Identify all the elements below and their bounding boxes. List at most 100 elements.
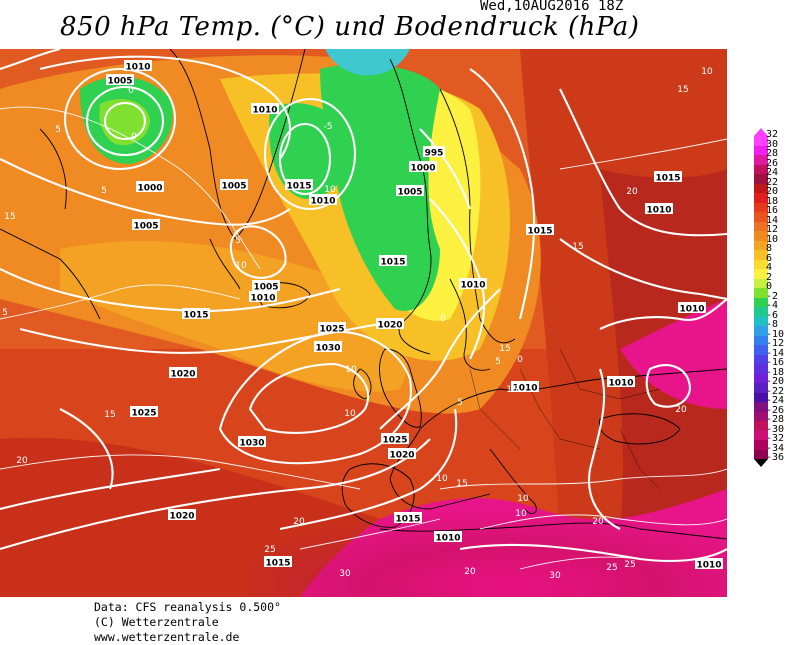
colorbar-label: -12 xyxy=(766,338,785,349)
isobar-label: 1005 xyxy=(107,77,132,87)
isobar-label-bg xyxy=(379,255,407,266)
isobar-label: 1025 xyxy=(319,325,344,335)
isobar-label-bg xyxy=(106,74,134,85)
temperature-colorbar xyxy=(754,128,768,467)
colorbar-label: -10 xyxy=(766,328,785,340)
isobar-label: 1020 xyxy=(389,451,414,461)
colorbar-swatch xyxy=(754,335,768,345)
datetime-label: Wed,10AUG2016 18Z xyxy=(480,0,624,14)
isobar-label: 1010 xyxy=(679,305,704,315)
colorbar-label: 26 xyxy=(766,157,779,169)
colorbar-label: 24 xyxy=(766,167,779,178)
colorbar-label: -2 xyxy=(766,290,779,302)
isobar-label: 1010 xyxy=(696,561,721,571)
temperature-contour-label: 20 xyxy=(675,405,687,415)
isobar-label-bg xyxy=(309,194,337,205)
temperature-contour-label: 15 xyxy=(499,344,510,354)
temperature-contour-label: 0 xyxy=(517,355,523,365)
isobar-label: 1000 xyxy=(410,164,435,174)
colorbar-swatch xyxy=(754,269,768,279)
isobar-label-bg xyxy=(526,224,554,235)
temperature-contour-label: 5 xyxy=(2,308,8,318)
isobar-label-bg xyxy=(182,308,210,319)
colorbar-swatch xyxy=(754,145,768,155)
colorbar-swatch xyxy=(754,212,768,222)
weather-map: 1010 1005 1000 1005 1010 1005 1015 1010 995 1000 1… xyxy=(0,49,727,597)
isobar-label: 1005 xyxy=(397,188,422,198)
temperature-contour-label: 20 xyxy=(293,517,305,527)
temperature-contour-label: 20 xyxy=(16,456,28,466)
temperature-contour-label: 5 xyxy=(457,398,463,408)
colorbar-bottom-arrow xyxy=(754,459,768,467)
colorbar-label: 12 xyxy=(766,224,779,235)
isobar-label: 1015 xyxy=(655,174,680,184)
isobar-label: 1010 xyxy=(460,281,485,291)
isobar-label: 1010 xyxy=(608,379,633,389)
isobar-label-bg xyxy=(511,381,539,392)
isobar-label-bg xyxy=(238,436,266,447)
colorbar-swatch xyxy=(754,307,768,317)
isobar-label-bg xyxy=(285,179,313,190)
colorbar-swatch xyxy=(754,174,768,184)
colorbar-label: -28 xyxy=(766,414,785,425)
temperature-contour-label: 15 xyxy=(456,479,467,489)
colorbar-swatch xyxy=(754,449,768,459)
colorbar-swatch xyxy=(754,221,768,231)
isobar-label-bg xyxy=(388,448,416,459)
temperature-contour-label: 10 xyxy=(235,261,247,271)
colorbar-swatch xyxy=(754,402,768,412)
colorbar-label: -24 xyxy=(766,395,785,406)
colorbar-swatch xyxy=(754,278,768,288)
colorbar-swatch xyxy=(754,250,768,260)
isobar-label-bg xyxy=(252,280,280,291)
isobar-label: 1015 xyxy=(527,227,552,237)
isobar-label: 1015 xyxy=(183,311,208,321)
isobar-label-bg xyxy=(654,171,682,182)
credits-data-source: Data: CFS reanalysis 0.500° xyxy=(94,600,281,614)
colorbar-label: -32 xyxy=(766,433,785,444)
isobar-label-bg xyxy=(130,406,158,417)
colorbar-label: 10 xyxy=(766,233,779,245)
isobar-label-bg xyxy=(314,341,342,352)
isobar-label-bg xyxy=(396,185,424,196)
temperature-contour-label: 30 xyxy=(339,569,351,579)
colorbar-label: 8 xyxy=(766,243,773,254)
isobar-label: 1005 xyxy=(253,283,278,293)
colorbar-swatch xyxy=(754,364,768,374)
colorbar-swatch xyxy=(754,231,768,241)
isobar-label: 1030 xyxy=(239,439,264,449)
colorbar-swatch xyxy=(754,164,768,174)
colorbar-label: 0 xyxy=(766,281,773,292)
colorbar-label: -22 xyxy=(766,385,785,397)
isobar-label: 1000 xyxy=(137,184,162,194)
isobar-label-bg xyxy=(423,146,445,157)
temperature-contour-label: 5 xyxy=(495,357,501,367)
colorbar-label: 16 xyxy=(766,205,779,216)
temperature-contour-label: 25 xyxy=(264,545,275,555)
temperature-contour-label: 10 xyxy=(324,185,336,195)
temperature-contour-label: 30 xyxy=(549,571,561,581)
isobar-label: 1020 xyxy=(377,321,402,331)
colorbar-swatch xyxy=(754,421,768,431)
isobar-label-bg xyxy=(381,433,409,444)
colorbar-label: 14 xyxy=(766,214,779,226)
temperature-contour-label: 5 xyxy=(235,236,241,246)
isobar-label-bg xyxy=(394,512,422,523)
temperature-contour-label: 10 xyxy=(345,365,357,375)
colorbar-swatch xyxy=(754,383,768,393)
colorbar-top-arrow xyxy=(754,128,768,136)
colorbar-label: -36 xyxy=(766,452,785,463)
temperature-contour-label: 15 xyxy=(506,385,517,395)
temperature-contour-label: 20 xyxy=(592,517,604,527)
isobar-label: 1030 xyxy=(315,344,340,354)
isobar-label: 1010 xyxy=(252,106,277,116)
isobar-label: 1010 xyxy=(125,63,150,73)
colorbar-swatch xyxy=(754,297,768,307)
isobar-label: 1025 xyxy=(131,409,156,419)
isobar-label: 1015 xyxy=(265,559,290,569)
isobar-label: 1015 xyxy=(395,515,420,525)
isobar-label-bg xyxy=(459,278,487,289)
colorbar-swatch xyxy=(754,316,768,326)
isobar-label: 1005 xyxy=(221,182,246,192)
colorbar-label: 18 xyxy=(766,195,779,207)
